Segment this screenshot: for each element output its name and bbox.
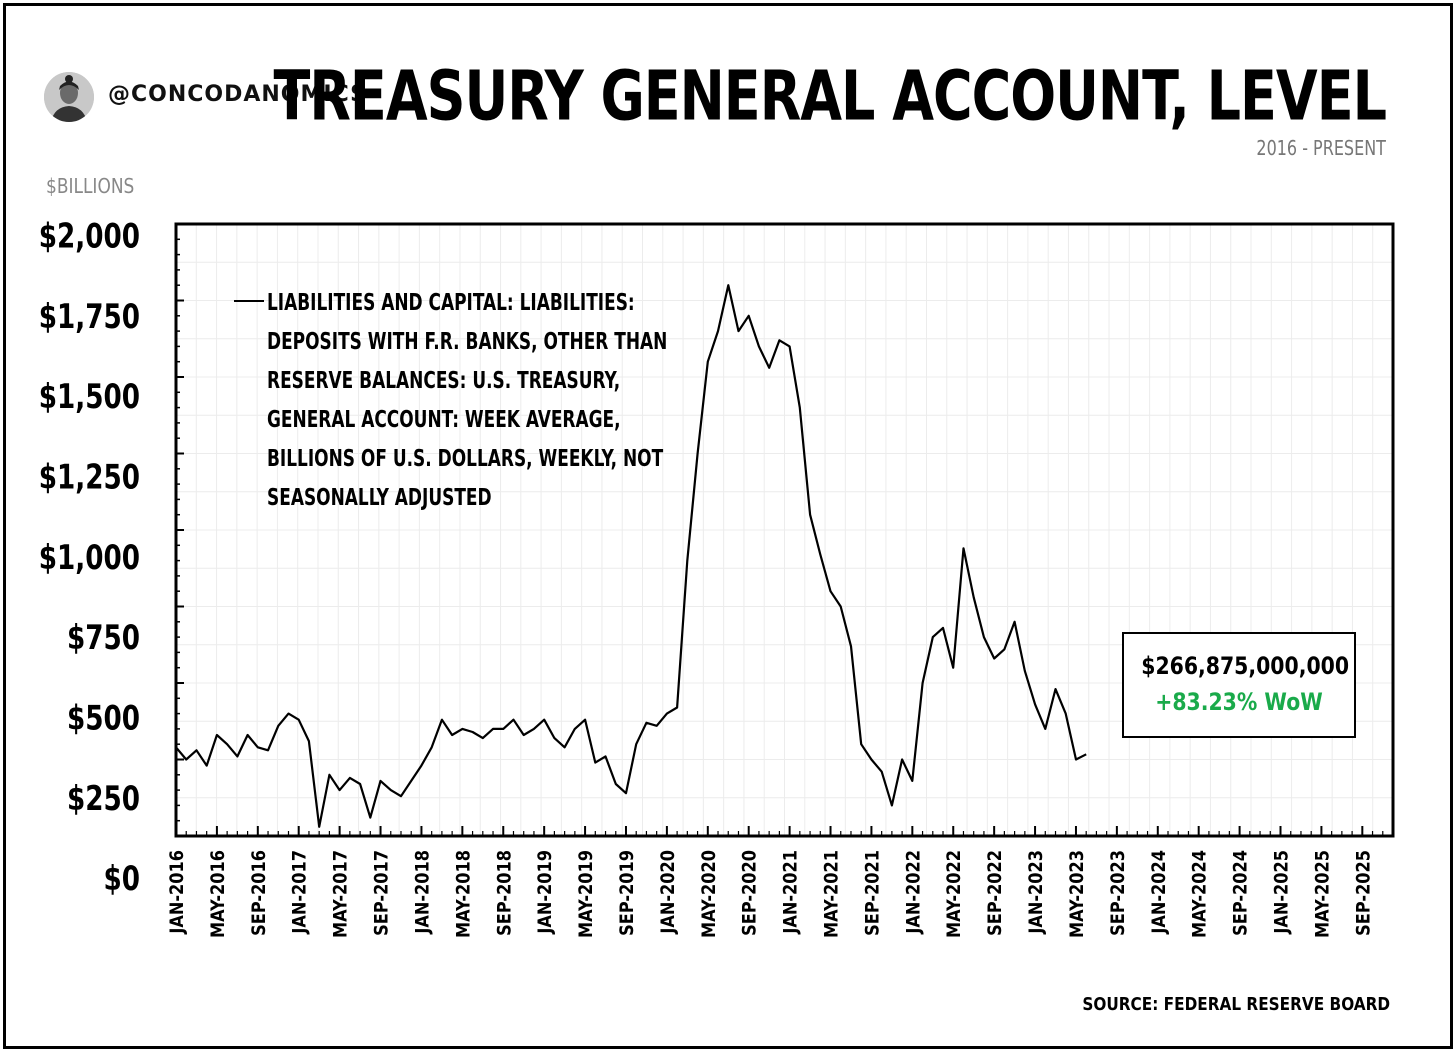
latest-value: $266,875,000,000 xyxy=(1141,652,1350,680)
legend-label: LIABILITIES AND CAPITAL: LIABILITIES: DE… xyxy=(267,290,668,511)
y-tick-label: $0 xyxy=(103,860,140,899)
week-over-week-change: +83.23% WoW xyxy=(1155,688,1323,716)
x-tick-label: JAN-2018 xyxy=(412,850,434,935)
x-tick-label: MAY-2017 xyxy=(330,850,352,938)
x-tick-label: SEP-2022 xyxy=(985,850,1007,936)
legend-line-swatch xyxy=(234,300,264,302)
y-tick-label: $750 xyxy=(67,619,140,658)
x-tick-label: JAN-2023 xyxy=(1026,850,1048,935)
x-tick-label: SEP-2018 xyxy=(494,850,516,936)
x-tick-label: MAY-2022 xyxy=(944,850,966,938)
x-tick-label: MAY-2020 xyxy=(699,850,721,938)
person-portrait-icon xyxy=(44,72,94,122)
chart-title: TREASURY GENERAL ACCOUNT, LEVEL xyxy=(273,56,1387,137)
author-handle: @CONCODANOMICS xyxy=(108,82,367,107)
line-chart: $0 $250 $500 $750 $1,000 $1,250 $1,500 $1,750 $2… xyxy=(39,217,1395,938)
x-tick-label: MAY-2016 xyxy=(208,850,230,938)
x-tick-label: MAY-2023 xyxy=(1067,850,1089,938)
y-tick-label: $1,750 xyxy=(39,298,140,337)
x-tick-label: JAN-2016 xyxy=(167,850,189,935)
x-tick-label: JAN-2024 xyxy=(1149,850,1171,935)
x-tick-label: SEP-2021 xyxy=(862,850,884,936)
y-tick-label: $250 xyxy=(67,780,140,819)
x-tick-label: JAN-2025 xyxy=(1271,850,1293,935)
series-line xyxy=(175,284,1087,828)
x-tick-label: JAN-2019 xyxy=(535,850,557,935)
y-axis-unit-label: $BILLIONS xyxy=(46,174,135,198)
x-tick-label: SEP-2019 xyxy=(617,850,639,936)
y-tick-label: $1,000 xyxy=(39,539,140,578)
latest-value-callout: $266,875,000,000 +83.23% WoW xyxy=(1122,632,1356,738)
y-tick-label: $500 xyxy=(67,699,140,738)
x-tick-label: JAN-2017 xyxy=(290,850,312,935)
y-tick-label: $1,250 xyxy=(39,458,140,497)
x-tick-label: MAY-2024 xyxy=(1190,850,1212,938)
x-tick-label: SEP-2016 xyxy=(249,850,271,936)
x-tick-label: SEP-2023 xyxy=(1108,850,1130,936)
x-tick-label: SEP-2017 xyxy=(371,850,393,936)
x-tick-label: MAY-2021 xyxy=(821,850,843,938)
x-tick-label: JAN-2022 xyxy=(903,850,925,935)
x-tick-label: SEP-2020 xyxy=(740,850,762,936)
chart-subtitle: 2016 - PRESENT xyxy=(1256,136,1386,160)
chart-frame: @CONCODANOMICS TREASURY GENERAL ACCOUNT,… xyxy=(3,3,1453,1049)
x-tick-label: JAN-2020 xyxy=(658,850,680,935)
x-tick-label: JAN-2021 xyxy=(780,850,802,935)
x-tick-label: SEP-2025 xyxy=(1353,850,1375,936)
x-tick-label: SEP-2024 xyxy=(1230,850,1252,936)
source-note: SOURCE: FEDERAL RESERVE BOARD xyxy=(1082,994,1390,1015)
y-tick-label: $2,000 xyxy=(39,217,140,256)
x-tick-label: MAY-2019 xyxy=(576,850,598,938)
x-tick-label: MAY-2018 xyxy=(453,850,475,938)
x-tick-label: MAY-2025 xyxy=(1312,850,1334,938)
y-tick-label: $1,500 xyxy=(39,378,140,417)
